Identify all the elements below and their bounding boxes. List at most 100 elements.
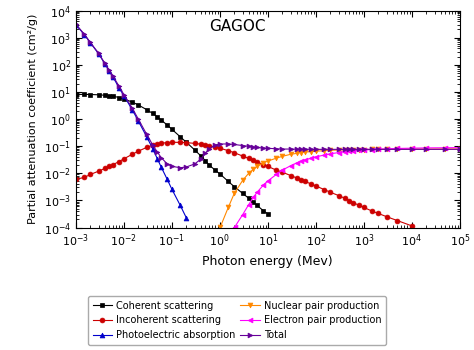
Photoelectric absorption [116,86,122,90]
Electron pair production [279,168,285,172]
Coherent scattering [206,163,212,167]
Coherent scattering [183,140,189,144]
Photoelectric absorption [82,33,87,37]
Legend: Coherent scattering, Incoherent scattering, Photoelectric absorption, Nuclear pa: Coherent scattering, Incoherent scatteri… [88,296,386,345]
Electron pair production [255,190,260,194]
Photoelectric absorption [107,69,112,73]
Total [313,147,319,152]
Nuclear pair production [321,148,327,153]
Coherent scattering [246,196,252,200]
Electron pair production [409,146,415,150]
Photoelectric absorption [73,23,79,27]
Photoelectric absorption [102,62,108,66]
Total [164,162,170,166]
Line: Electron pair production: Electron pair production [232,145,462,230]
Nuclear pair production [336,148,342,152]
Electron pair production [313,155,319,159]
Incoherent scattering [299,178,304,182]
Nuclear pair production [294,151,300,155]
Coherent scattering [136,103,141,107]
Coherent scattering [217,172,223,176]
Electron pair production [423,146,429,150]
Nuclear pair production [299,150,304,155]
Coherent scattering [177,135,183,139]
Nuclear pair production [279,154,285,159]
Coherent scattering [202,159,208,163]
Nuclear pair production [375,147,381,152]
Coherent scattering [169,127,174,131]
Coherent scattering [212,168,218,172]
Coherent scattering [192,148,198,152]
Coherent scattering [240,191,246,196]
Nuclear pair production [423,147,429,151]
Nuclear pair production [346,148,352,152]
Photoelectric absorption [110,75,116,79]
Nuclear pair production [231,191,237,196]
Nuclear pair production [342,148,347,152]
Incoherent scattering [255,160,260,164]
Nuclear pair production [369,147,375,152]
Electron pair production [328,152,333,156]
X-axis label: Photon energy (Mev): Photon energy (Mev) [202,254,333,267]
Coherent scattering [158,118,164,122]
Photoelectric absorption [96,52,101,56]
Incoherent scattering [129,152,135,156]
Photoelectric absorption [155,157,160,161]
Incoherent scattering [169,140,174,145]
Coherent scattering [87,92,93,97]
Coherent scattering [150,111,155,116]
Line: Photoelectric absorption: Photoelectric absorption [73,22,189,220]
Electron pair production [369,147,375,152]
Electron pair production [394,146,400,150]
Photoelectric absorption [136,119,141,123]
Coherent scattering [198,154,203,158]
Incoherent scattering [409,224,415,228]
Nuclear pair production [251,167,256,172]
Line: Incoherent scattering: Incoherent scattering [73,140,414,228]
Nuclear pair production [265,159,271,163]
Electron pair production [308,156,314,160]
Electron pair production [294,161,300,165]
Total [308,147,314,152]
Electron pair production [342,150,347,154]
Nuclear pair production [409,147,415,151]
Nuclear pair production [443,147,448,151]
Nuclear pair production [255,164,260,168]
Electron pair production [240,212,246,217]
Electron pair production [265,179,271,183]
Coherent scattering [116,96,122,100]
Nuclear pair production [457,147,463,151]
Photoelectric absorption [158,165,164,169]
Coherent scattering [255,203,260,208]
Electron pair production [457,146,463,150]
Photoelectric absorption [121,94,127,98]
Nuclear pair production [246,171,252,175]
Nuclear pair production [302,150,308,154]
Total [73,22,79,26]
Electron pair production [336,150,342,155]
Electron pair production [288,163,293,168]
Incoherent scattering [273,168,279,172]
Coherent scattering [73,92,79,97]
Electron pair production [443,146,448,150]
Electron pair production [251,195,256,199]
Electron pair production [246,203,252,207]
Nuclear pair production [260,161,266,165]
Nuclear pair production [288,152,293,156]
Total [177,166,183,170]
Coherent scattering [251,200,256,204]
Coherent scattering [231,184,237,189]
Nuclear pair production [240,178,246,182]
Coherent scattering [107,94,112,98]
Photoelectric absorption [177,203,183,208]
Coherent scattering [102,93,108,97]
Line: Coherent scattering: Coherent scattering [73,92,270,216]
Coherent scattering [265,212,271,216]
Photoelectric absorption [150,147,155,151]
Electron pair production [302,158,308,162]
Electron pair production [350,149,356,153]
Total [457,147,463,152]
Photoelectric absorption [164,177,170,181]
Photoelectric absorption [169,187,174,191]
Coherent scattering [260,209,266,213]
